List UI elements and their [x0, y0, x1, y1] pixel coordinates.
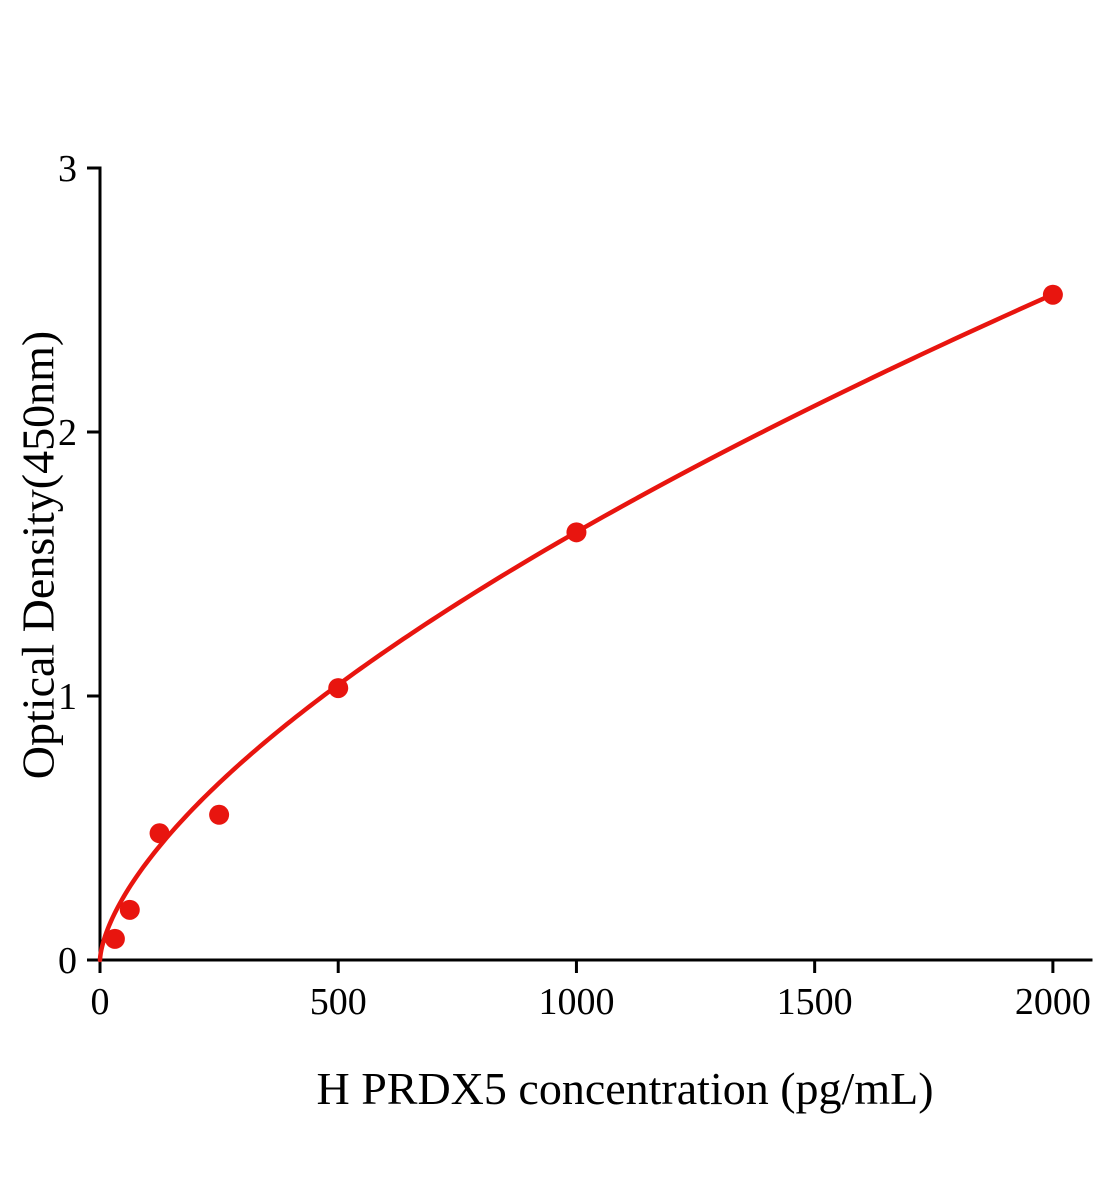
data-point	[328, 678, 349, 699]
y-tick-label: 0	[58, 940, 77, 982]
data-point	[104, 928, 125, 949]
data-point	[209, 804, 230, 825]
data-point	[149, 823, 170, 844]
x-tick-label: 500	[310, 981, 367, 1023]
y-axis-title: Optical Density(450nm)	[12, 330, 64, 780]
y-tick-label: 3	[58, 148, 77, 190]
y-tick-label: 1	[58, 676, 77, 718]
x-axis-title: H PRDX5 concentration (pg/mL)	[316, 1063, 934, 1114]
axis-spines	[98, 166, 1093, 962]
x-tick-label: 1000	[538, 981, 614, 1023]
data-point	[566, 522, 587, 543]
y-tick-label: 2	[58, 412, 77, 454]
data-point	[1042, 284, 1063, 305]
x-tick-label: 1500	[777, 981, 853, 1023]
x-tick-label: 0	[91, 981, 110, 1023]
fit-curve	[97, 292, 1056, 963]
data-point	[119, 899, 140, 920]
x-tick-label: 2000	[1015, 981, 1091, 1023]
